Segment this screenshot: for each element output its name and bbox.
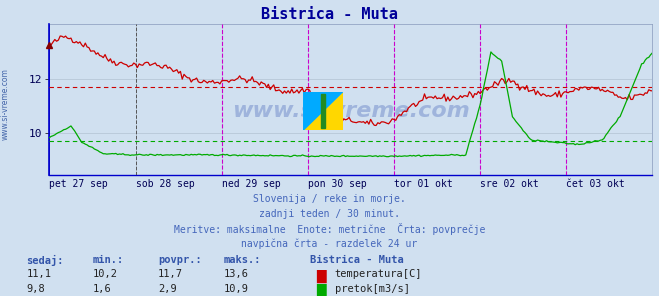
Text: sedaj:: sedaj: [26, 255, 64, 266]
Polygon shape [303, 92, 343, 130]
Text: Bistrica - Muta: Bistrica - Muta [310, 255, 403, 265]
Text: Slovenija / reke in morje.: Slovenija / reke in morje. [253, 194, 406, 204]
Text: 9,8: 9,8 [26, 284, 45, 294]
Text: Bistrica - Muta: Bistrica - Muta [261, 7, 398, 22]
Text: 10,9: 10,9 [224, 284, 249, 294]
Text: zadnji teden / 30 minut.: zadnji teden / 30 minut. [259, 209, 400, 219]
Polygon shape [303, 92, 343, 130]
Text: sre 02 okt: sre 02 okt [480, 179, 539, 189]
Text: povpr.:: povpr.: [158, 255, 202, 265]
Text: temperatura[C]: temperatura[C] [335, 269, 422, 279]
Text: pet 27 sep: pet 27 sep [49, 179, 108, 189]
Text: 13,6: 13,6 [224, 269, 249, 279]
Text: maks.:: maks.: [224, 255, 262, 265]
Text: min.:: min.: [92, 255, 123, 265]
Text: ned 29 sep: ned 29 sep [221, 179, 281, 189]
Text: 10,2: 10,2 [92, 269, 117, 279]
Text: pretok[m3/s]: pretok[m3/s] [335, 284, 410, 294]
Text: www.si-vreme.com: www.si-vreme.com [232, 101, 470, 121]
Text: 11,7: 11,7 [158, 269, 183, 279]
Text: čet 03 okt: čet 03 okt [566, 179, 625, 189]
Text: sob 28 sep: sob 28 sep [136, 179, 194, 189]
Text: www.si-vreme.com: www.si-vreme.com [1, 68, 10, 139]
Polygon shape [321, 94, 325, 128]
Text: pon 30 sep: pon 30 sep [308, 179, 366, 189]
Text: navpična črta - razdelek 24 ur: navpična črta - razdelek 24 ur [241, 238, 418, 249]
Text: █: █ [316, 284, 326, 296]
Text: 1,6: 1,6 [92, 284, 111, 294]
Text: █: █ [316, 269, 326, 283]
Text: 11,1: 11,1 [26, 269, 51, 279]
Text: tor 01 okt: tor 01 okt [394, 179, 453, 189]
Text: Meritve: maksimalne  Enote: metrične  Črta: povprečje: Meritve: maksimalne Enote: metrične Črta… [174, 223, 485, 236]
Text: 2,9: 2,9 [158, 284, 177, 294]
